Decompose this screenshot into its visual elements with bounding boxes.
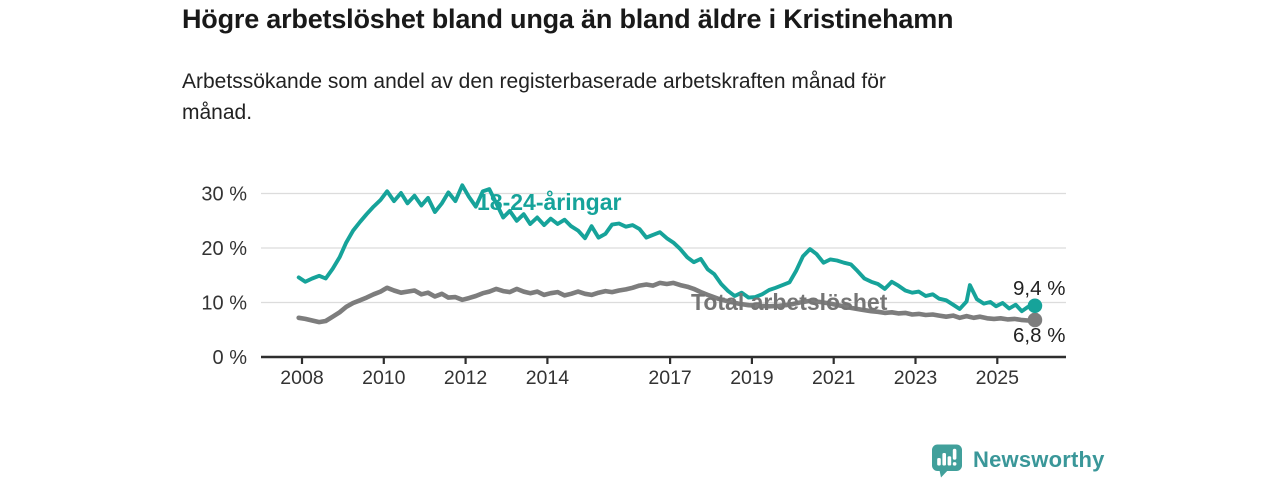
chart-subtitle-line-1: Arbetssökande som andel av den registerb… bbox=[182, 70, 886, 93]
series-end-dot-total bbox=[1027, 312, 1043, 328]
y-tick-label-20: 20 % bbox=[201, 238, 247, 260]
y-tick-label-30: 30 % bbox=[201, 184, 247, 206]
chart-subtitle-line-2: månad. bbox=[182, 101, 253, 124]
x-tick-label-2008: 2008 bbox=[280, 367, 323, 389]
series-label-young: 18-24-åringar bbox=[477, 189, 622, 215]
newsworthy-logo[interactable]: Newsworthy bbox=[930, 442, 1105, 478]
end-value-label-young: 9,4 % bbox=[1013, 277, 1066, 300]
x-tick-label-2021: 2021 bbox=[812, 367, 855, 389]
page-title: Högre arbetslöshet bland unga än bland ä… bbox=[182, 4, 954, 34]
y-tick-label-10: 10 % bbox=[201, 293, 247, 315]
x-tick-label-2010: 2010 bbox=[362, 367, 406, 389]
x-tick-label-2014: 2014 bbox=[526, 367, 570, 389]
y-tick-label-0: 0 % bbox=[213, 347, 248, 369]
x-tick-label-2023: 2023 bbox=[894, 367, 937, 389]
x-tick-label-2025: 2025 bbox=[976, 367, 1020, 389]
chart-subtitle: Arbetssökande som andel av den registerb… bbox=[182, 66, 1082, 128]
series-end-dot-young bbox=[1027, 298, 1043, 314]
series-label-total: Total arbetslöshet bbox=[691, 289, 888, 315]
newsworthy-logo-text: Newsworthy bbox=[973, 447, 1105, 472]
x-tick-label-2019: 2019 bbox=[730, 367, 773, 389]
x-tick-label-2017: 2017 bbox=[648, 367, 691, 389]
x-tick-label-2012: 2012 bbox=[444, 367, 487, 389]
end-value-label-total: 6,8 % bbox=[1013, 324, 1066, 347]
newsworthy-speech-bubble-bar-chart-icon bbox=[932, 444, 962, 478]
series-line-total bbox=[296, 280, 1038, 325]
series-line-young bbox=[296, 183, 1037, 314]
